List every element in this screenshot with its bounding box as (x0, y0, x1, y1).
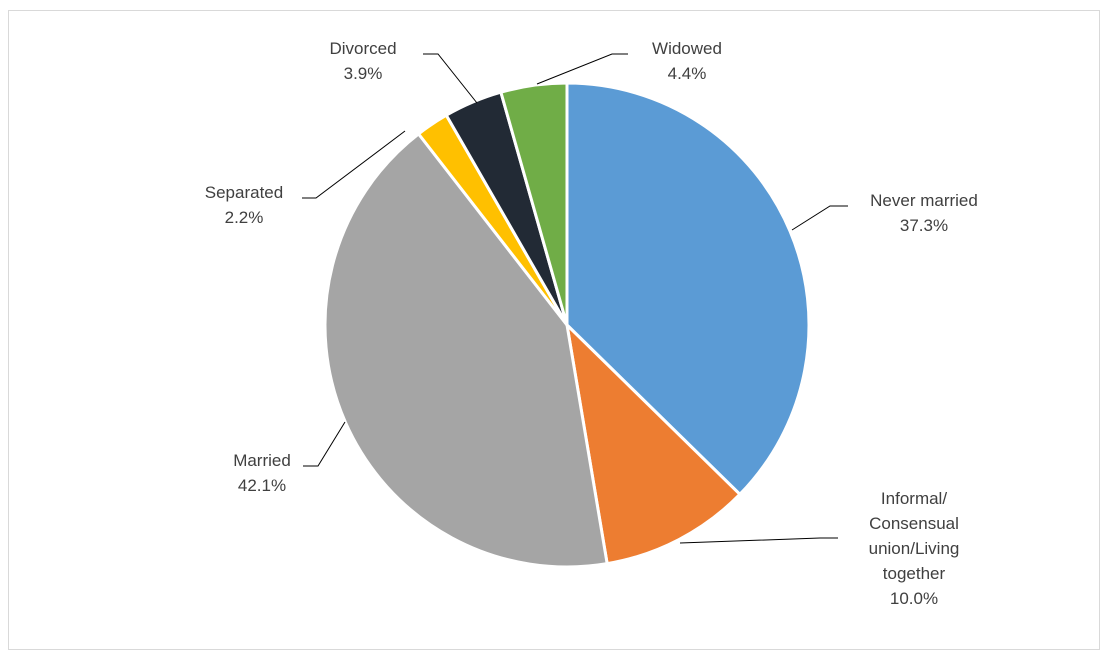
data-label: Married 42.1% (233, 451, 291, 495)
leader-line (302, 130, 406, 199)
leader-line (791, 205, 848, 231)
data-label: Divorced 3.9% (329, 39, 396, 83)
pie-slice (499, 81, 569, 327)
pie-slice (565, 323, 742, 566)
leader-line (536, 53, 628, 85)
leader-line (423, 53, 478, 104)
pie-slices (323, 81, 811, 569)
data-label: Never married 37.3% (870, 191, 978, 235)
data-label: Informal/Consensual union/Living together 1… (869, 489, 960, 608)
leader-line (303, 421, 346, 467)
data-label: Widowed 4.4% (652, 39, 722, 83)
leader-line (679, 537, 838, 544)
data-label: Separated 2.2% (205, 183, 283, 227)
pie-slice (565, 81, 811, 496)
pie-chart: Never married 37.3% Informal/Consensual uni… (205, 39, 978, 608)
